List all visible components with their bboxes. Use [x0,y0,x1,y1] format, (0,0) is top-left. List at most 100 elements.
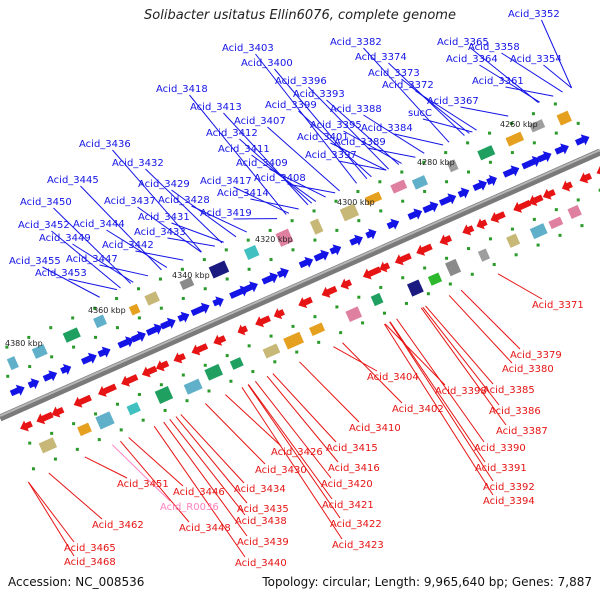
forward-gene-arrow [574,134,590,146]
forward-gene-arrow [190,302,210,316]
gene-label-forward: Acid_3444 [73,219,125,230]
gene-arrow-shape [542,188,556,200]
gene-label-forward: Acid_3445 [47,175,99,186]
gene-label-reverse: Acid_3468 [64,557,116,568]
forward-gene-arrow [422,201,439,214]
feature-box-shape [477,145,496,161]
label-leader-line [175,416,248,504]
label-leader-line [384,323,494,496]
tick-mark [488,237,492,241]
feature-box-shape [154,385,174,404]
gene-arrow-shape [145,323,163,336]
tick-mark [31,467,35,471]
gene-label-reverse: Acid_3380 [502,364,554,375]
label-leader-line [239,138,313,204]
gene-label-reverse: Acid_3415 [326,443,378,454]
gene-arrow-shape [386,218,400,230]
gene-arrow-shape [379,261,391,273]
feature-box-shape [411,175,429,190]
forward-gene-arrow [554,143,569,155]
tick-mark [27,335,31,339]
feature-box-shape [427,272,443,286]
feature-box-shape [406,279,424,297]
feature-box-shape [364,191,383,206]
gene-label-forward: Acid_3352 [508,9,560,20]
gene-label-forward: Acid_3395 [310,120,362,131]
tick-mark [576,121,580,125]
gene-label-forward: Acid_3418 [156,84,208,95]
tick-mark [510,227,514,231]
reverse-gene-arrow [561,180,573,192]
gene-label-reverse: Acid_3420 [321,479,373,490]
feature-box-shape [477,248,491,262]
reverse-gene-arrow [362,266,382,280]
gene-label-reverse: Acid_3386 [489,406,541,417]
tick-mark [532,217,536,221]
label-leader-line [112,149,202,253]
gene-arrow-shape [457,187,470,199]
tick-mark [251,370,255,374]
annotation-box-lower [262,343,281,359]
annotation-box-lower [283,331,305,350]
tick-mark [510,151,514,155]
reverse-gene-arrow [528,194,544,207]
feature-box-shape [529,223,548,240]
tick-mark [137,392,141,396]
forward-gene-arrow [502,165,520,178]
feature-box-shape [370,292,384,307]
tick-mark [357,295,361,299]
gene-arrow-shape [42,370,58,382]
annotation-box-lower [548,216,564,230]
gene-label-forward: Acid_3403 [222,43,274,54]
label-leader-line [422,306,500,406]
tick-mark [553,102,557,106]
rna-label: Acid_R0036 [160,502,219,513]
gene-label-reverse: Acid_3446 [173,487,225,498]
tick-mark [28,441,32,445]
annotation-box-lower [427,272,443,286]
label-leader-line [251,154,317,202]
topology-text: Topology: circular; Length: 9,965,640 bp… [262,575,592,589]
gene-label-forward: Acid_3397 [305,150,357,161]
feature-box-shape [445,258,462,277]
forward-gene-arrow [130,330,146,343]
tick-mark [312,209,316,213]
tick-mark [404,301,408,305]
reverse-gene-arrow [173,352,186,364]
label-leader-line [241,387,343,540]
label-leader-line [27,481,75,557]
forward-gene-arrow [42,370,58,382]
tick-mark [141,418,145,422]
gene-label-forward: Acid_3450 [20,197,72,208]
tick-mark [467,170,471,174]
forward-gene-arrow [9,384,25,397]
forward-gene-arrow [97,346,111,358]
gene-label-forward: Acid_3417 [200,176,252,187]
gene-label-reverse: Acid_3438 [235,516,287,527]
tick-mark [488,160,492,164]
tick-mark [445,256,449,260]
tick-mark [97,438,101,442]
gene-arrow-shape [472,179,488,192]
label-leader-line [225,394,282,447]
tick-mark [137,287,141,291]
label-leader-line [254,381,332,479]
annotation-box-upper [275,228,294,247]
feature-box-shape [548,216,564,230]
feature-box-shape [128,303,141,316]
tick-mark [224,248,228,252]
tick-mark [137,316,141,320]
gene-label-reverse: Acid_3434 [234,484,286,495]
gene-arrow-shape [191,343,209,356]
gene-label-reverse: Acid_3448 [179,523,231,534]
forward-gene-arrow [521,156,541,170]
annotation-box-lower [309,322,326,336]
gene-arrow-shape [243,281,258,293]
annotation-box-upper [339,203,360,222]
reverse-gene-arrow [394,252,412,266]
label-leader-line [171,189,237,238]
feature-box-shape [339,203,360,222]
tick-mark [510,121,514,125]
gene-label-reverse: Acid_3430 [255,465,307,476]
